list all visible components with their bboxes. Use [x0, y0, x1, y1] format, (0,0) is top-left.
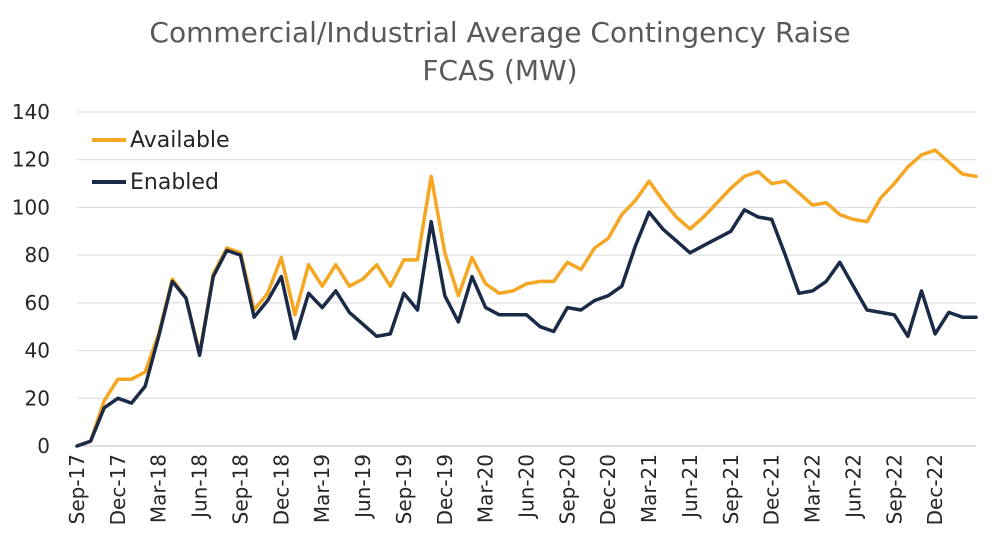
x-tick-label: Dec-20	[596, 454, 620, 525]
chart-title-line-1: Commercial/Industrial Average Contingenc…	[149, 16, 850, 49]
x-tick-label: Dec-19	[433, 454, 457, 525]
legend: Available Enabled	[92, 128, 230, 195]
series-line-enabled	[75, 208, 978, 448]
x-tick-label: Jun-20	[515, 454, 539, 520]
y-axis-tick-labels: 0 20 40 60 80 100 120 140	[12, 100, 50, 458]
chart-title-line-2: FCAS (MW)	[422, 54, 577, 87]
series-lines	[75, 148, 978, 448]
x-tick-label: Sep-22	[882, 454, 906, 524]
series-line-available	[75, 148, 978, 448]
x-tick-label: Mar-22	[801, 454, 825, 523]
y-tick-label: 20	[25, 386, 50, 410]
x-tick-label: Mar-19	[310, 454, 334, 523]
x-tick-label: Dec-22	[923, 454, 947, 525]
x-tick-label: Sep-20	[555, 454, 579, 524]
legend-label-available: Available	[130, 128, 230, 153]
y-tick-label: 120	[12, 148, 50, 172]
y-tick-label: 140	[12, 100, 50, 124]
x-tick-label: Mar-20	[474, 454, 498, 523]
y-tick-label: 80	[25, 243, 50, 267]
x-tick-label: Sep-17	[65, 454, 89, 524]
x-tick-label: Sep-19	[392, 454, 416, 524]
x-tick-label: Sep-21	[719, 454, 743, 524]
x-axis-tick-labels: Sep-17 Dec-17 Mar-18 Jun-18 Sep-18 Dec-18 Mar-…	[65, 454, 947, 525]
y-tick-label: 40	[25, 339, 50, 363]
x-tick-label: Mar-18	[147, 454, 171, 523]
gridlines	[77, 111, 976, 447]
y-tick-label: 0	[37, 434, 50, 458]
x-tick-label: Dec-17	[106, 454, 130, 525]
x-tick-label: Dec-18	[269, 454, 293, 525]
x-tick-label: Jun-19	[351, 454, 375, 520]
x-tick-label: Jun-22	[841, 454, 865, 520]
y-tick-label: 60	[25, 291, 50, 315]
y-tick-label: 100	[12, 195, 50, 219]
x-tick-label: Sep-18	[228, 454, 252, 524]
legend-label-enabled: Enabled	[130, 170, 219, 195]
x-tick-label: Jun-18	[188, 454, 212, 520]
x-tick-label: Dec-21	[760, 454, 784, 525]
x-tick-label: Jun-21	[678, 454, 702, 520]
x-tick-label: Mar-21	[637, 454, 661, 523]
